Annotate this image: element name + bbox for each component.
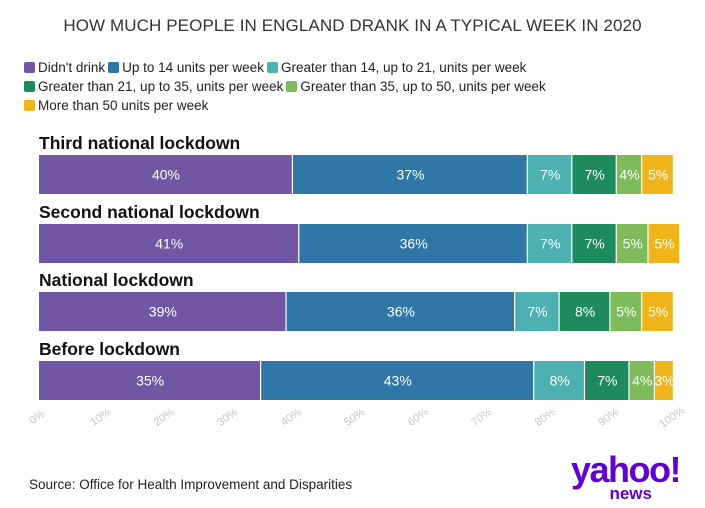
x-tick-label: 70% [469,406,494,429]
data-label: 7% [585,236,605,252]
bar-segment [585,361,629,400]
chart-title: HOW MUCH PEOPLE IN ENGLAND DRANK IN A TY… [63,16,642,35]
data-label: 7% [540,236,560,252]
bar-segment [299,224,527,263]
bar-segment [616,224,648,263]
x-tick-label: 100% [657,404,687,430]
bar-segment [39,224,299,263]
legend-label: More than 50 units per week [38,98,209,113]
data-label: 8% [550,373,570,389]
legend-swatch [24,100,35,111]
bar-segment [286,292,515,331]
category-label: National lockdown [39,270,194,290]
legend-label: Greater than 21, up to 35, units per wee… [38,79,284,94]
data-label: 40% [152,167,180,183]
legend-label: Up to 14 units per week [122,60,264,75]
category-label: Third national lockdown [39,133,240,153]
source-note: Source: Office for Health Improvement an… [29,477,353,492]
bar-segment [527,155,572,194]
legend-swatch [108,62,120,73]
bar-segment [527,224,572,263]
x-tick-label: 10% [88,406,113,429]
legend-swatch [24,81,35,92]
data-label: 5% [654,236,674,252]
legend-item: Greater than 21, up to 35, units per wee… [24,77,283,96]
data-label: 8% [575,304,595,320]
bar-segment [616,155,642,194]
yahoo-news-logo: yahoo! news [540,449,682,504]
data-label: 41% [155,236,183,252]
legend-item: Didn't drink [24,58,105,77]
x-tick-label: 30% [215,406,240,429]
bar-segment [572,155,616,194]
bar-segment [515,292,559,331]
bar-segment [534,361,584,400]
data-label: 35% [136,373,164,389]
x-tick-label: 50% [342,406,367,429]
bar-segment [642,155,673,194]
data-label: 3% [654,373,674,389]
chart-legend: Didn't drink Up to 14 units per week Great… [24,58,684,115]
data-label: 36% [400,236,428,252]
legend-label: Greater than 14, up to 21, units per wee… [280,60,527,75]
bar-segment [654,361,673,400]
data-label: 7% [585,167,605,183]
data-label: 4% [619,167,639,183]
legend-item: Up to 14 units per week [108,58,264,77]
data-label: 39% [149,304,177,320]
legend-label: Greater than 35, up to 50, units per wee… [300,79,546,94]
legend-swatch [24,62,35,73]
data-label: 4% [632,373,652,389]
bar-segment [293,155,527,194]
category-label: Before lockdown [39,339,180,359]
x-tick-label: 80% [533,406,558,429]
bar-segment [648,224,680,263]
bar-segment [629,361,654,400]
bar-segment [261,361,534,400]
bar-segment [39,155,292,194]
data-label: 7% [597,373,617,389]
x-tick-label: 20% [152,406,177,429]
data-label: 5% [648,304,668,320]
bar-segment [572,224,616,263]
legend-swatch [266,62,278,73]
bar-segment [610,292,642,331]
data-label: 5% [623,236,643,252]
x-tick-label: 90% [596,406,621,429]
logo-subtext: news [609,484,652,503]
legend-label: Didn't drink [38,60,106,75]
legend-item: More than 50 units per week [24,96,208,115]
bar-segment [642,292,673,331]
data-label: 5% [616,304,636,320]
x-tick-label: 40% [279,406,304,429]
bar-segment [39,361,261,400]
data-label: 37% [396,167,424,183]
legend-item: Greater than 14, up to 21, units per wee… [266,58,527,77]
bar-segment [39,292,286,331]
x-tick-label: 60% [406,406,431,429]
data-label: 36% [387,304,415,320]
legend-swatch [286,81,298,92]
data-label: 43% [384,373,412,389]
data-label: 5% [648,167,668,183]
data-label: 7% [540,167,560,183]
category-label: Second national lockdown [39,202,260,222]
logo-wordmark: yahoo! [570,449,682,490]
x-tick-label: 0% [27,408,47,427]
legend-item: Greater than 35, up to 50, units per wee… [286,77,546,96]
bar-segment [559,292,610,331]
data-label: 7% [527,304,547,320]
